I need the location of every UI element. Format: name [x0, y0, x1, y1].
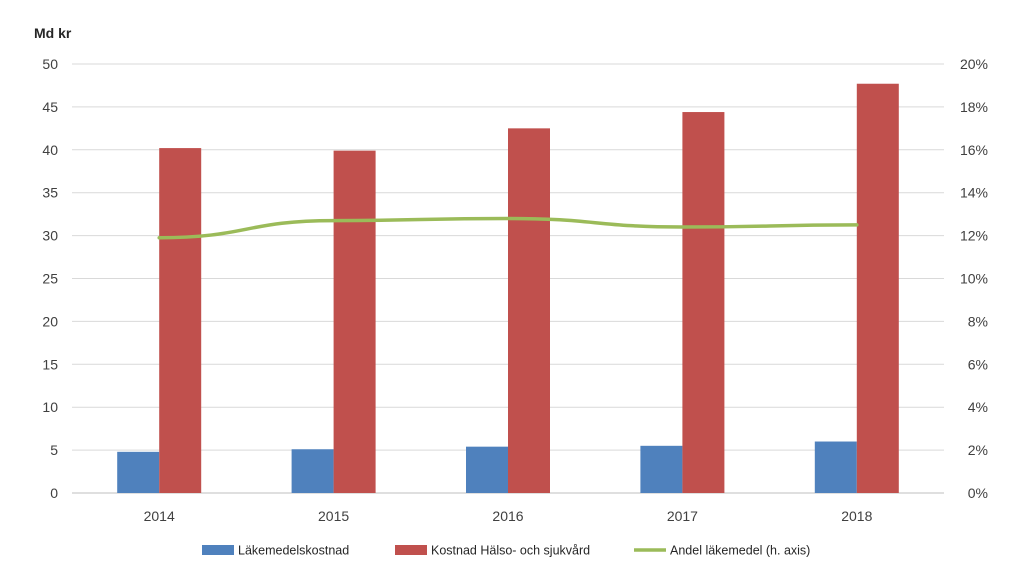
left-axis-ticks: 0 5 10 15 20 25 30 35 40 45 50: [42, 56, 58, 501]
x-tick-label: 2018: [841, 508, 872, 524]
y2-tick-label: 20%: [960, 56, 988, 72]
y-tick-label: 50: [42, 56, 58, 72]
bar: [333, 150, 376, 493]
y2-tick-label: 16%: [960, 142, 988, 158]
y2-tick-label: 12%: [960, 228, 988, 244]
x-tick-label: 2014: [144, 508, 175, 524]
y-tick-label: 25: [42, 271, 58, 287]
bar-series: [117, 83, 899, 494]
y-axis-label: Md kr: [34, 25, 72, 41]
y-tick-label: 20: [42, 313, 58, 329]
x-tick-label: 2016: [492, 508, 523, 524]
legend-label: Kostnad Hälso- och sjukvård: [431, 544, 590, 558]
y-tick-label: 45: [42, 99, 58, 115]
legend-swatch: [395, 545, 427, 555]
right-axis-ticks: 0% 2% 4% 6% 8% 10% 12% 14% 16% 18% 20%: [960, 56, 988, 501]
x-tick-label: 2015: [318, 508, 349, 524]
y-tick-label: 30: [42, 228, 58, 244]
y-tick-label: 40: [42, 142, 58, 158]
bar: [640, 445, 683, 493]
legend-swatch: [202, 545, 234, 555]
y2-tick-label: 10%: [960, 271, 988, 287]
y2-tick-label: 2%: [968, 442, 988, 458]
legend-label: Läkemedelskostnad: [238, 544, 349, 558]
bar: [682, 112, 725, 493]
y2-tick-label: 4%: [968, 399, 988, 415]
bar: [291, 449, 334, 493]
y2-tick-label: 0%: [968, 485, 988, 501]
y-tick-label: 0: [50, 485, 58, 501]
x-axis-ticks: 2014 2015 2016 2017 2018: [144, 508, 873, 524]
legend: Läkemedelskostnad Kostnad Hälso- och sjuk…: [202, 544, 810, 558]
bar: [856, 83, 899, 493]
series-line: [157, 216, 859, 240]
y2-tick-label: 18%: [960, 99, 988, 115]
y-tick-label: 35: [42, 185, 58, 201]
legend-label: Andel läkemedel (h. axis): [670, 544, 810, 558]
bar: [814, 441, 857, 493]
y2-tick-label: 8%: [968, 313, 988, 329]
bar: [159, 148, 202, 494]
bar: [117, 451, 160, 493]
y-tick-label: 10: [42, 399, 58, 415]
y2-tick-label: 6%: [968, 356, 988, 372]
y2-tick-label: 14%: [960, 185, 988, 201]
bar: [508, 128, 550, 493]
x-tick-label: 2017: [667, 508, 698, 524]
y-tick-label: 15: [42, 356, 58, 372]
line-series: [157, 216, 859, 240]
y-tick-label: 5: [50, 442, 58, 458]
bar: [466, 446, 508, 493]
